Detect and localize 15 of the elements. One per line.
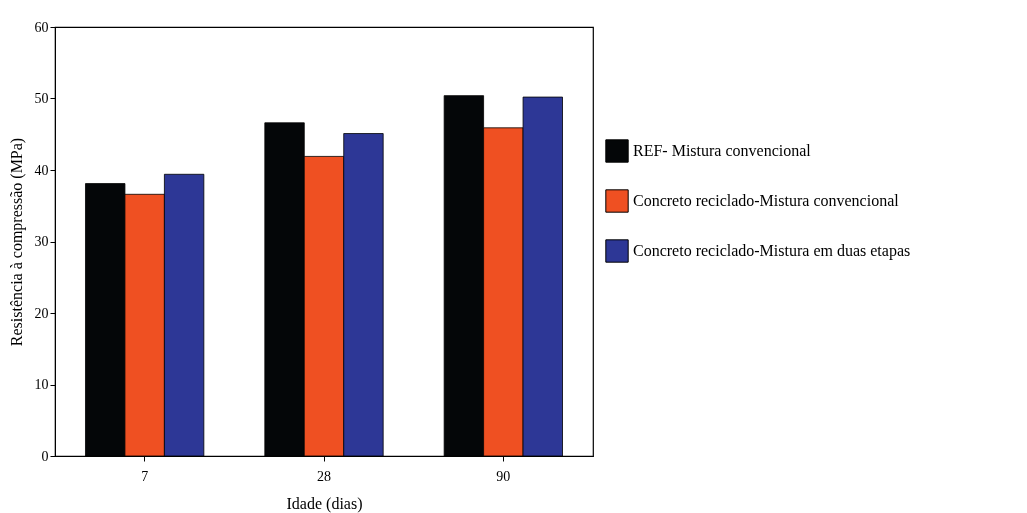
y-tick-label: 10: [34, 377, 49, 392]
x-tick-label: 7: [141, 468, 149, 484]
x-tick-label: 90: [496, 468, 511, 484]
y-tick-label: 0: [41, 448, 49, 464]
legend-label: REF- Mistura convencional: [633, 142, 812, 159]
y-axis-title: Resistência à compressão (MPa): [7, 137, 26, 347]
legend-label: Concreto reciclado-Mistura convencional: [633, 192, 900, 209]
y-tick-label: 20: [34, 305, 49, 321]
y-tick-label: 30: [34, 234, 49, 249]
y-tick-label: 40: [34, 162, 49, 178]
y-tick-label: 60: [34, 19, 49, 35]
legend-label: Concreto reciclado-Mistura em duas etapas: [633, 242, 911, 260]
x-axis-title: Idade (dias): [286, 494, 363, 513]
x-tick-label: 28: [317, 468, 331, 484]
y-tick-label: 50: [34, 91, 49, 106]
